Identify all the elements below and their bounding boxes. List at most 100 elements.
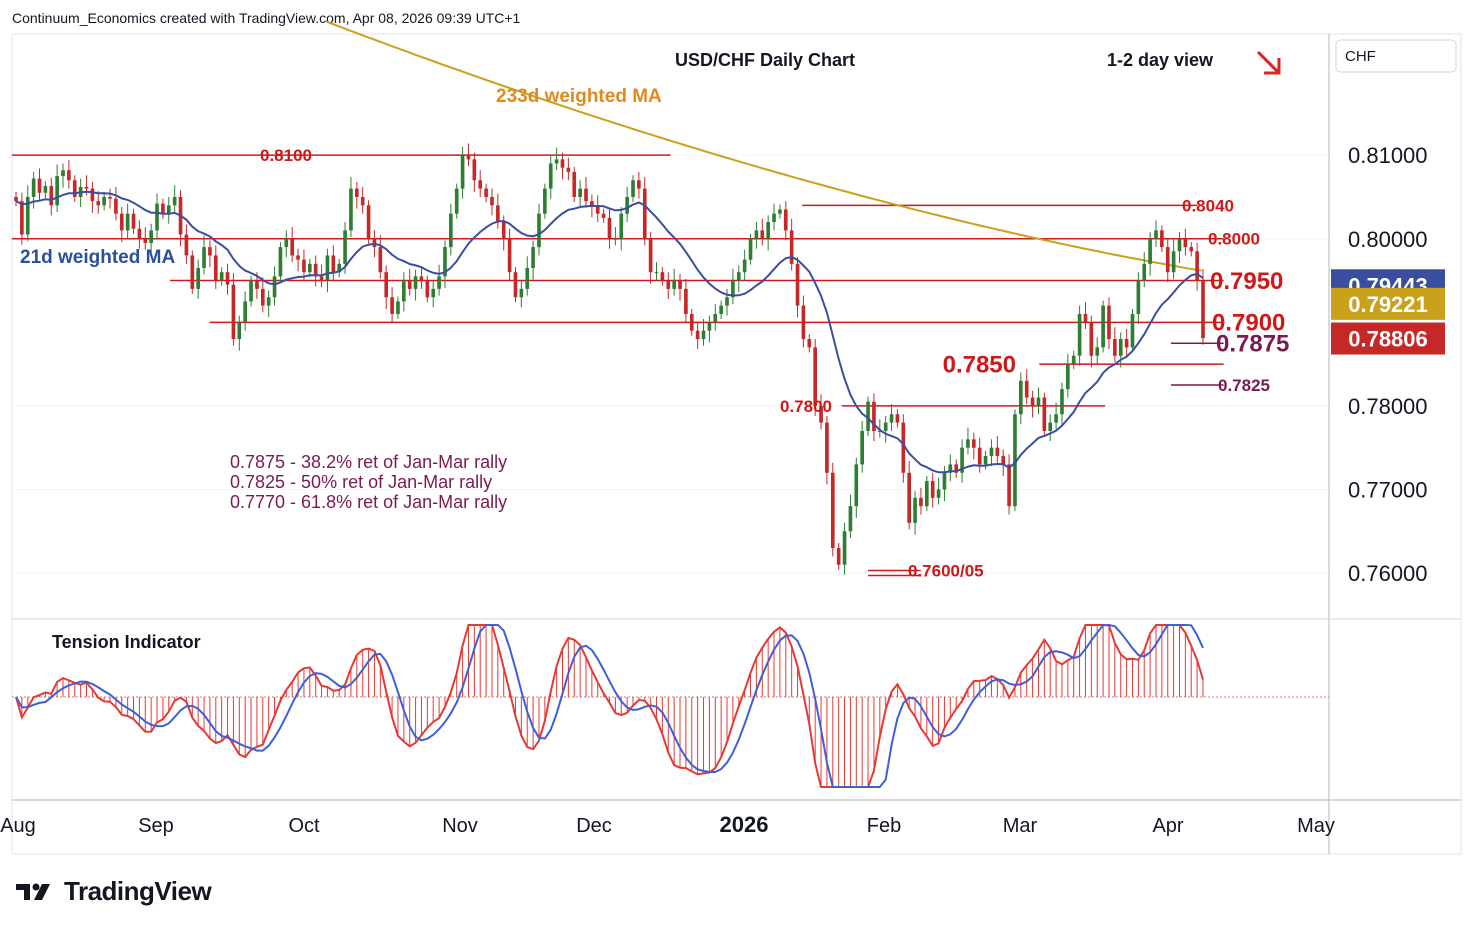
candle-body [1165, 247, 1170, 273]
tension-line [15, 624, 1204, 788]
price-tag-label-1: 0.79221 [1348, 292, 1428, 317]
y-tick-label-0: 0.81000 [1348, 143, 1428, 168]
candle-body [1189, 247, 1194, 252]
candle-body [172, 196, 177, 206]
annotation-3: 0.7825 - 50% ret of Jan-Mar rally [230, 472, 492, 492]
candle-body [161, 203, 165, 214]
candle-body [866, 401, 870, 431]
chart-caption: Continuum_Economics created with Trading… [12, 10, 521, 26]
candle-body [972, 439, 976, 448]
candle-body [631, 180, 635, 197]
candle-body [654, 272, 659, 274]
candle-body [360, 196, 365, 206]
candle-body [789, 230, 794, 264]
candle-body [255, 280, 259, 289]
candle-body [1066, 364, 1070, 390]
candle-body [830, 472, 835, 548]
candle-body [102, 196, 106, 206]
candle-body [525, 268, 530, 289]
time-axis: Aug Sep Oct Nov Dec 2026 Feb Mar Apr May [0, 812, 1335, 837]
level-label-9: 0.7600/05 [908, 561, 984, 580]
candle-body [660, 272, 665, 281]
candle-body [307, 263, 312, 273]
candle-body [1019, 380, 1023, 415]
candle-body [219, 272, 224, 281]
candle-body [889, 414, 894, 423]
candle-body [719, 305, 723, 314]
ma233-line [325, 20, 1202, 272]
candle-body [67, 170, 71, 181]
candle-body [531, 247, 535, 268]
candle-body [1118, 339, 1123, 356]
candle-body [454, 188, 459, 214]
candle-body [695, 330, 700, 340]
candle-body [278, 247, 283, 277]
candle-body [31, 178, 36, 197]
candle-body [49, 186, 54, 206]
candle-body [983, 456, 988, 465]
candle-body [584, 188, 588, 202]
candle-body [184, 234, 189, 256]
candle-body [243, 301, 247, 323]
candle-body [1001, 456, 1006, 465]
candle-body [819, 405, 823, 423]
x-tick-label-6: Feb [867, 815, 901, 837]
candle-body [1130, 313, 1135, 348]
price-axis: 0.81000 0.80000 0.78000 0.77000 0.76000 CHF [1335, 39, 1457, 586]
candle-body [748, 238, 753, 260]
annotation-1: 21d weighted MA [20, 247, 175, 268]
candle-body [836, 547, 841, 565]
candle-body [930, 481, 935, 498]
candle-body [155, 203, 159, 231]
candle-body [1036, 397, 1041, 406]
candle-body [1048, 422, 1053, 431]
candle-body [437, 276, 441, 289]
x-tick-label-4: Dec [576, 815, 612, 837]
candle-body [331, 255, 336, 273]
candle-body [913, 497, 917, 523]
candle-body [954, 464, 959, 473]
candle-body [989, 447, 994, 457]
y-tick-label-1: 0.80000 [1348, 227, 1428, 252]
candle-body [325, 255, 330, 281]
candle-body [1201, 280, 1205, 339]
candle-body [419, 276, 424, 281]
candle-body [131, 213, 136, 229]
candle-body [119, 213, 124, 231]
price-tag-2 [1331, 322, 1445, 355]
candle-body [190, 255, 195, 289]
candle-body [1060, 389, 1064, 415]
candle-body [966, 439, 970, 448]
candle-body [666, 280, 671, 289]
candle-body [1077, 313, 1082, 356]
candle-body [337, 263, 342, 273]
candle-body [725, 297, 729, 306]
candle-body [537, 213, 541, 248]
candle-body [96, 201, 101, 206]
level-label-4: 0.7900 [1212, 310, 1285, 337]
annotation-2: 0.7875 - 38.2% ret of Jan-Mar rally [230, 452, 507, 472]
candle-body [1095, 347, 1100, 356]
candle-body [43, 186, 48, 193]
candle-body [736, 272, 741, 281]
level-lines [12, 154, 1224, 577]
candle-body [713, 313, 718, 323]
view-label: 1-2 day view [1107, 50, 1214, 70]
candle-body [396, 301, 400, 314]
candle-body [760, 230, 765, 239]
candle-body [701, 330, 706, 340]
candle-body [895, 414, 900, 423]
candle-body [443, 247, 447, 277]
candle-body [560, 159, 565, 168]
level-label-8: 0.7800 [780, 397, 832, 416]
candle-body [795, 263, 800, 306]
tradingview-logo[interactable]: TradingView [16, 876, 212, 907]
candle-body [637, 180, 641, 189]
x-tick-label-3: Nov [442, 815, 478, 837]
candle-body [196, 268, 200, 289]
candle-body [431, 288, 436, 298]
candle-body [872, 401, 876, 431]
candle-body [249, 280, 253, 302]
candle-body [936, 489, 941, 498]
